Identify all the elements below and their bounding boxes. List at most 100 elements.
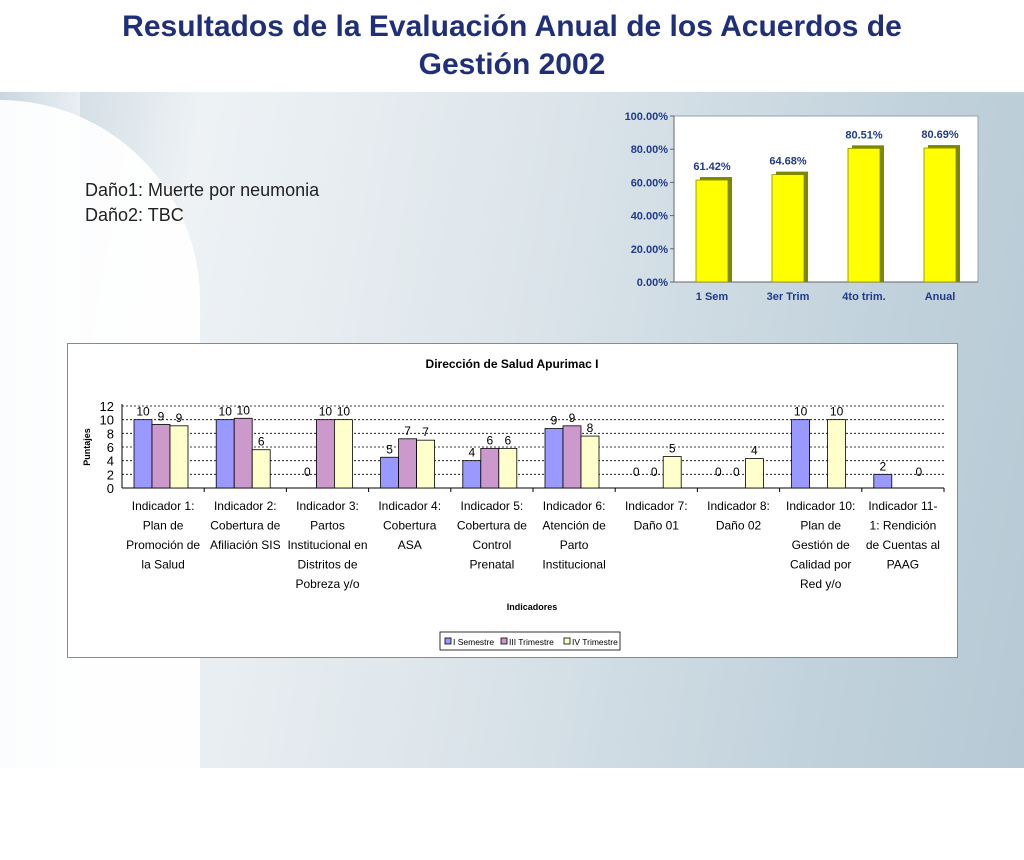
x-tick-label: Partos xyxy=(310,519,345,533)
bar-2 xyxy=(315,419,335,489)
data-label: 0 xyxy=(733,465,740,479)
x-tick-label: Promoción de xyxy=(126,538,200,552)
x-tick-label: ASA xyxy=(398,538,422,552)
y-tick-label: 60.00% xyxy=(631,177,669,189)
bar xyxy=(923,147,957,283)
damage-notes: Daño1: Muerte por neumonia Daño2: TBC xyxy=(85,178,319,228)
bar-3 xyxy=(416,439,436,489)
data-label: 5 xyxy=(669,442,676,456)
x-tick-label: Indicador 2: xyxy=(214,499,277,513)
data-label: 6 xyxy=(504,433,511,447)
y-tick-label: 0 xyxy=(107,481,114,496)
bar-2 xyxy=(480,447,500,489)
x-tick-label: 1 Sem xyxy=(696,291,729,303)
data-label: 9 xyxy=(158,409,165,423)
summary-chart-svg: 0.00% 20.00% 40.00% 60.00% 80.00% 100.00% 61.4… xyxy=(625,111,979,303)
data-label: 4 xyxy=(468,446,475,460)
bar-3 xyxy=(662,456,682,489)
x-tick-label: Indicador 1: xyxy=(132,499,195,513)
data-label: 9 xyxy=(176,411,183,425)
data-label: 8 xyxy=(587,421,594,435)
data-label: 4 xyxy=(751,444,758,458)
data-label: 80.69% xyxy=(921,129,959,141)
data-label: 9 xyxy=(551,414,558,428)
data-label: 10 xyxy=(319,405,333,419)
page-title-line2: Gestión 2002 xyxy=(418,48,606,81)
x-tick-label: Cobertura xyxy=(383,519,437,533)
y-tick-label: 100.00% xyxy=(625,111,669,123)
data-label: 9 xyxy=(569,411,576,425)
x-tick-label: PAAG xyxy=(887,558,919,572)
x-tick-label: Institucional xyxy=(542,558,605,572)
page-title-line1: Resultados de la Evaluación Anual de los… xyxy=(122,10,902,43)
x-tick-label: Prenatal xyxy=(470,558,515,572)
y-tick-label: 6 xyxy=(107,440,114,455)
data-label: 10 xyxy=(136,405,150,419)
bar-3 xyxy=(580,435,600,489)
x-tick-label: la Salud xyxy=(141,558,184,572)
bar-1 xyxy=(133,419,153,489)
legend-swatch xyxy=(444,637,452,645)
bar-1 xyxy=(791,419,810,489)
bar-1 xyxy=(215,419,235,489)
page-title: Resultados de la Evaluación Anual de los… xyxy=(0,8,1024,84)
bar-1 xyxy=(544,428,564,489)
x-tick-label: Daño 01 xyxy=(634,519,680,533)
data-label: 2 xyxy=(879,459,886,473)
data-label: 64.68% xyxy=(769,156,807,168)
data-label: 5 xyxy=(386,442,393,456)
bar-3 xyxy=(251,449,271,489)
data-label: 0 xyxy=(715,465,722,479)
x-tick-label: 1: Rendición xyxy=(870,519,937,533)
y-tick-label: 20.00% xyxy=(631,244,669,256)
chart-title: Dirección de Salud Apurimac I xyxy=(426,357,599,371)
bar-3 xyxy=(827,419,846,489)
x-tick-label: Institucional en xyxy=(287,538,367,552)
x-tick-label: Indicador 6: xyxy=(543,499,606,513)
bar xyxy=(771,174,805,283)
data-label: 80.51% xyxy=(845,129,883,141)
x-tick-label: Cobertura de xyxy=(210,519,280,533)
x-tick-label: Red y/o xyxy=(800,577,842,591)
x-tick-label: Anual xyxy=(925,291,956,303)
indicator-chart-svg: Dirección de Salud Apurimac I024681012Pu… xyxy=(82,357,945,651)
x-tick-label: Cobertura de xyxy=(457,519,527,533)
indicator-chart: Dirección de Salud Apurimac I 0 2 4 6 8 10 12 Pu… xyxy=(67,343,958,658)
data-label: 0 xyxy=(304,465,311,479)
x-tick-label: Daño 02 xyxy=(716,519,762,533)
bar-3 xyxy=(745,458,764,489)
x-tick-label: Afiliación SIS xyxy=(210,538,281,552)
legend-swatch xyxy=(563,637,571,645)
x-tick-label: Indicador 7: xyxy=(625,499,688,513)
x-tick-label: Indicador 4: xyxy=(378,499,441,513)
x-tick-label: Parto xyxy=(560,538,589,552)
y-tick-label: 10 xyxy=(100,413,114,428)
bar-3 xyxy=(498,447,518,489)
bar xyxy=(847,147,881,283)
data-label: 6 xyxy=(486,433,493,447)
bar-1 xyxy=(380,456,400,489)
x-tick-label: 4to trim. xyxy=(842,291,885,303)
data-label: 0 xyxy=(633,465,640,479)
x-tick-label: Indicador 8: xyxy=(707,499,770,513)
data-label: 61.42% xyxy=(693,161,731,173)
y-tick-label: 8 xyxy=(107,426,114,441)
data-label: 10 xyxy=(337,405,351,419)
x-tick-label: Indicador 10: xyxy=(786,499,855,513)
legend-label: I Semestre xyxy=(453,637,494,647)
y-axis-title: Puntajes xyxy=(82,428,92,466)
x-tick-label: Distritos de xyxy=(297,558,357,572)
data-label: 0 xyxy=(651,465,658,479)
x-tick-label: Plan de xyxy=(143,519,184,533)
bar-2 xyxy=(233,417,253,489)
y-tick-label: 40.00% xyxy=(631,211,669,223)
data-label: 10 xyxy=(794,405,808,419)
legend-label: IV Trimestre xyxy=(572,637,618,647)
y-tick-label: 2 xyxy=(107,467,114,482)
y-tick-label: 12 xyxy=(100,399,114,414)
data-label: 7 xyxy=(404,424,411,438)
legend: I Semestre III Trimestre IV Trimestre xyxy=(439,631,621,651)
data-label: 6 xyxy=(258,435,265,449)
data-label: 10 xyxy=(237,403,251,417)
x-axis-title: Indicadores xyxy=(507,602,558,612)
